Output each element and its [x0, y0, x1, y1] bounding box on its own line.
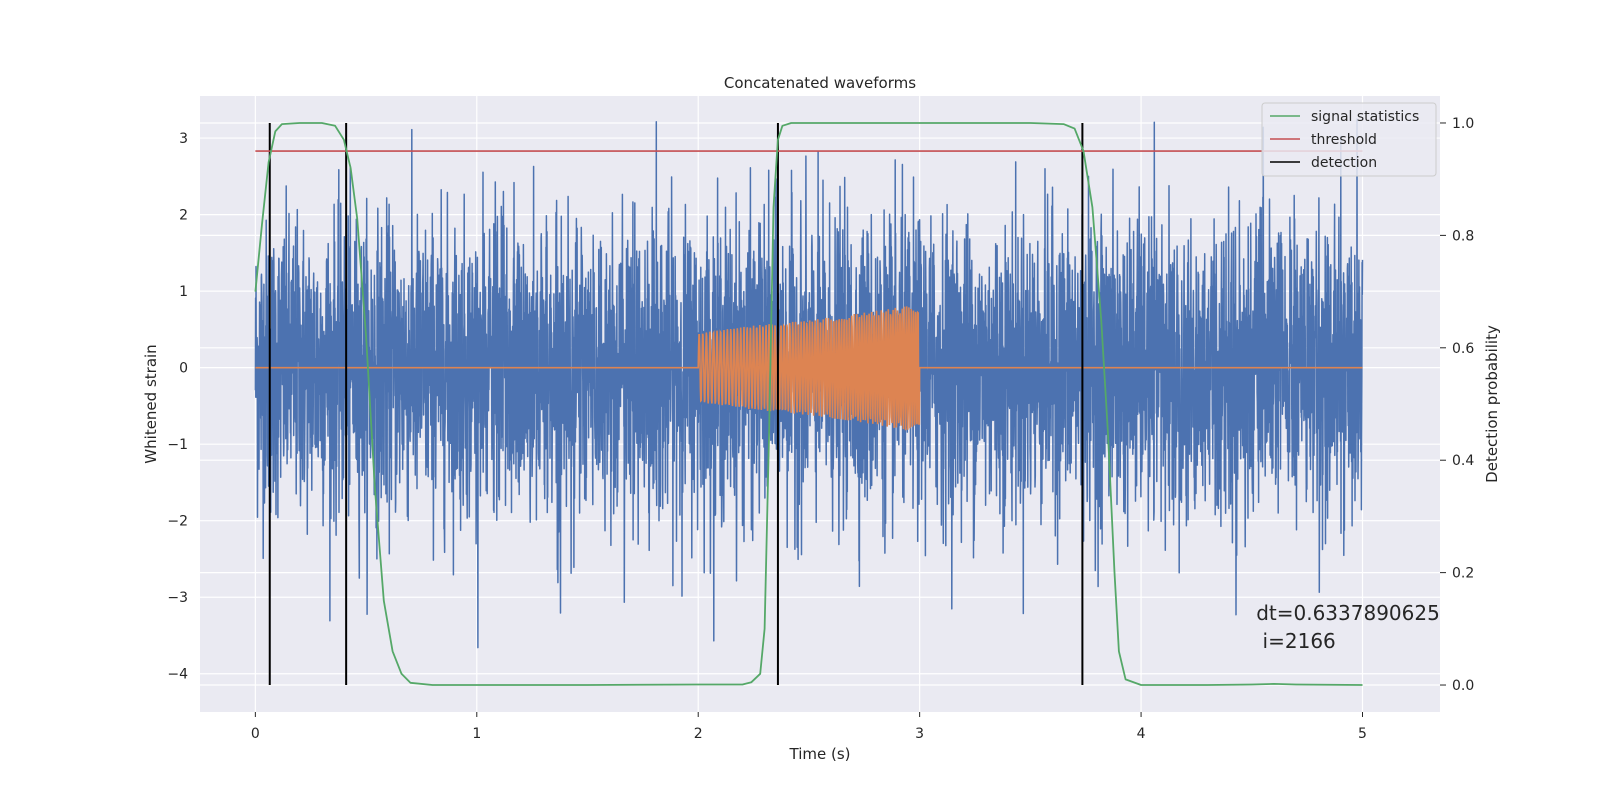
- legend-label-signal-statistics: signal statistics: [1311, 109, 1419, 125]
- y-tick-label: 2: [179, 208, 188, 224]
- y-tick-label: −4: [167, 667, 188, 683]
- y-tick-label: −2: [167, 514, 188, 530]
- y-axis-label: Whitened strain: [142, 344, 160, 463]
- legend-label-threshold: threshold: [1311, 132, 1377, 148]
- y-tick-label: 1: [179, 284, 188, 300]
- x-tick-label: 4: [1137, 726, 1146, 742]
- y-tick-label: 0: [179, 361, 188, 377]
- chart-title: Concatenated waveforms: [724, 74, 916, 92]
- data-series: [254, 118, 1364, 686]
- signal-statistics-line: [254, 122, 1363, 686]
- y-tick-label: 3: [179, 131, 188, 147]
- y2-tick-label: 1.0: [1452, 116, 1474, 132]
- y2-tick-label: 0.4: [1452, 453, 1474, 469]
- x-tick-label: 5: [1358, 726, 1367, 742]
- x-axis-label: Time (s): [789, 745, 851, 763]
- axis-ticks: 0 1 2 3 4 5 −4 −3 −2 −1 0 1 2 3 0.0 0.2 0.4 0.6 0.8 1.0: [167, 116, 1474, 742]
- x-tick-label: 0: [251, 726, 260, 742]
- legend: signal statistics threshold detection: [1261, 102, 1437, 177]
- y2-tick-label: 0.0: [1452, 678, 1474, 694]
- waveform-series-line: [255, 306, 1363, 431]
- x-tick-label: 3: [915, 726, 924, 742]
- y2-tick-label: 0.6: [1452, 341, 1474, 357]
- annotation-dt: dt=0.6337890625: [1256, 601, 1440, 625]
- x-tick-label: 1: [472, 726, 481, 742]
- y-tick-label: −3: [167, 590, 188, 606]
- y2-axis-label: Detection probability: [1483, 325, 1501, 483]
- strain-series-line: [254, 118, 1364, 649]
- y2-tick-label: 0.2: [1452, 566, 1474, 582]
- y-tick-label: −1: [167, 437, 188, 453]
- annotation-index: i=2166: [1256, 629, 1336, 653]
- x-tick-label: 2: [694, 726, 703, 742]
- legend-box: [1261, 102, 1437, 177]
- legend-label-detection: detection: [1311, 155, 1377, 171]
- y2-tick-label: 0.8: [1452, 228, 1474, 244]
